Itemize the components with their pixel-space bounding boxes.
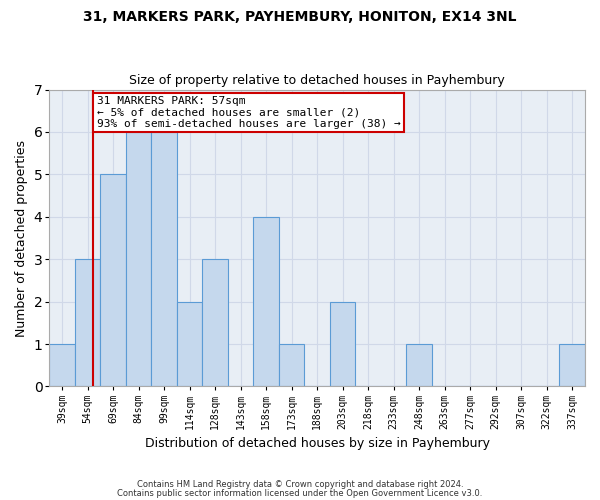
Bar [406,344,432,387]
Bar [279,344,304,387]
Text: Contains public sector information licensed under the Open Government Licence v3: Contains public sector information licen… [118,489,482,498]
X-axis label: Distribution of detached houses by size in Payhembury: Distribution of detached houses by size … [145,437,490,450]
Bar [559,344,585,387]
Title: Size of property relative to detached houses in Payhembury: Size of property relative to detached ho… [130,74,505,87]
Bar [49,344,75,387]
Text: 31 MARKERS PARK: 57sqm
← 5% of detached houses are smaller (2)
93% of semi-detac: 31 MARKERS PARK: 57sqm ← 5% of detached … [97,96,400,129]
Bar [126,132,151,386]
Bar [253,217,279,386]
Text: 31, MARKERS PARK, PAYHEMBURY, HONITON, EX14 3NL: 31, MARKERS PARK, PAYHEMBURY, HONITON, E… [83,10,517,24]
Bar [330,302,355,386]
Bar [151,132,177,386]
Bar [100,174,126,386]
Bar [75,259,100,386]
Y-axis label: Number of detached properties: Number of detached properties [15,140,28,336]
Text: Contains HM Land Registry data © Crown copyright and database right 2024.: Contains HM Land Registry data © Crown c… [137,480,463,489]
Bar [177,302,202,386]
Bar [202,259,228,386]
